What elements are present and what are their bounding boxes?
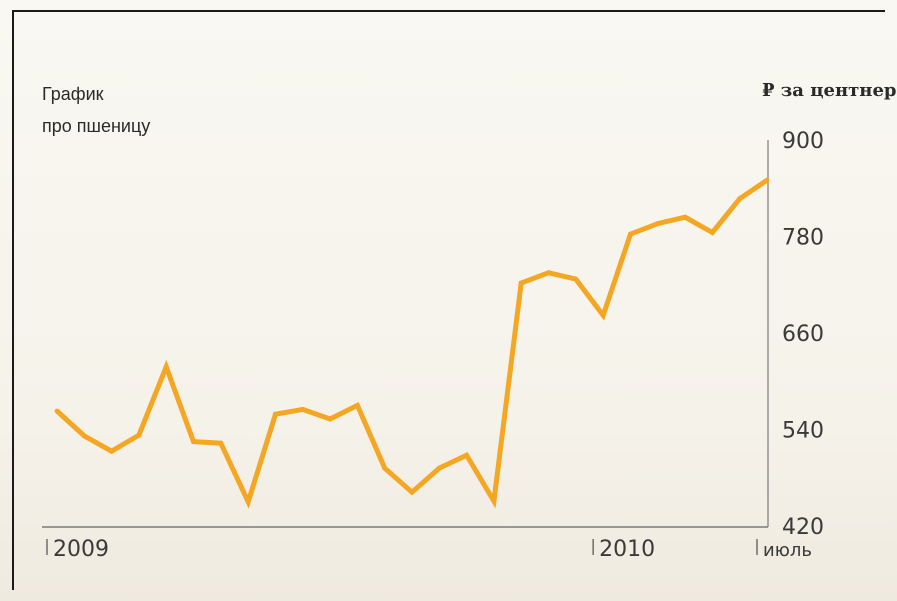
data-point [54,408,60,414]
data-point [628,231,633,237]
x-marker-label: июль [763,540,812,561]
data-point [655,221,661,227]
y-tick-label: 540 [782,419,824,444]
data-point [409,489,415,495]
y-tick-label: 660 [782,322,824,347]
data-point [573,276,579,282]
data-point [218,440,224,446]
data-point [764,177,770,183]
data-point [436,465,442,471]
x-marker-label: 2009 [53,537,109,562]
chart-title-line-1: График [42,84,104,104]
data-point [491,498,497,504]
data-point [300,406,306,412]
data-point [382,465,388,471]
data-point [464,452,470,458]
data-point [709,230,715,235]
data-point [546,270,551,276]
data-point [163,364,169,370]
data-point [191,439,196,444]
data-point [600,312,606,318]
y-tick-label: 900 [782,129,824,154]
data-point [109,448,115,454]
y-axis-unit-label: ₽ за центнер [762,80,897,101]
frame-top-border [12,10,885,12]
x-marker-label: 2010 [599,537,655,562]
y-tick-label: 780 [782,226,824,251]
price-series-line [55,178,769,509]
chart-title: График про пшеницу [42,78,150,142]
frame-left-border [12,10,14,590]
y-tick-label: 420 [782,515,824,540]
data-point [273,411,278,417]
data-point [136,432,142,438]
data-point [518,280,524,286]
data-point [682,214,688,220]
data-point [737,196,743,202]
data-point [354,402,360,408]
chart-title-line-2: про пшеницу [42,116,151,136]
data-point [81,433,87,439]
data-point [245,499,251,505]
data-point [327,416,333,422]
